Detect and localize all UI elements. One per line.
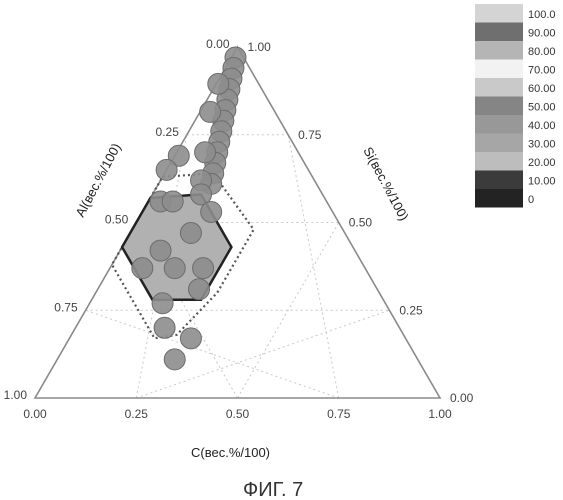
- legend-swatch-6: [475, 115, 523, 134]
- legend-label-4: 60.00: [528, 83, 556, 95]
- data-point-15: [195, 142, 216, 163]
- tick-label-si-3: 0.25: [399, 303, 423, 317]
- legend-label-8: 20.00: [528, 157, 556, 169]
- legend-swatch-4: [475, 78, 523, 97]
- tick-label-c-1: 0.25: [125, 407, 149, 421]
- tick-label-c-4: 1.00: [428, 407, 452, 421]
- legend-swatch-9: [475, 171, 523, 190]
- tick-label-al-3: 0.75: [54, 300, 78, 314]
- legend-label-6: 40.00: [528, 120, 556, 132]
- legend-label-7: 30.00: [528, 139, 556, 151]
- data-point-14: [200, 101, 221, 122]
- tick-label-al-4: 1.00: [4, 388, 28, 402]
- axis-title-c: C(вес.%/100): [191, 445, 270, 460]
- tick-label-c-3: 0.75: [327, 407, 351, 421]
- tick-label-al-0: 0.00: [206, 37, 230, 51]
- tick-label-al-1: 0.25: [156, 125, 180, 139]
- data-point-20: [162, 191, 183, 212]
- data-point-30: [180, 328, 201, 349]
- data-point-26: [164, 258, 185, 279]
- tick-label-si-2: 0.50: [349, 216, 373, 230]
- axis-title-si: Si(вес.%/100): [360, 144, 411, 223]
- axis-title-al: Al(вес.%/100): [72, 141, 123, 220]
- legend-label-2: 80.00: [528, 46, 556, 58]
- legend-swatch-10: [475, 189, 523, 208]
- data-point-29: [152, 293, 173, 314]
- grid-layer: [86, 135, 390, 398]
- data-point-23: [201, 201, 222, 222]
- legend-swatch-1: [475, 23, 523, 42]
- data-point-28: [132, 258, 153, 279]
- legend-swatch-0: [475, 4, 523, 23]
- legend-label-10: 0: [528, 194, 534, 206]
- legend-label-5: 50.00: [528, 102, 556, 114]
- data-point-25: [150, 240, 171, 261]
- data-point-22: [180, 223, 201, 244]
- legend-label-1: 90.00: [528, 28, 556, 40]
- legend-label-9: 10.00: [528, 176, 556, 188]
- data-point-32: [164, 349, 185, 370]
- legend-swatch-7: [475, 134, 523, 153]
- color-legend: 100.0 90.00 80.00 70.00 60.00 50.00 40.00 30.00…: [475, 4, 556, 208]
- legend-label-0: 100.0: [528, 9, 556, 21]
- legend-swatch-3: [475, 60, 523, 79]
- figure-caption: ФИГ. 7: [243, 479, 303, 500]
- tick-label-si-0: 1.00: [248, 40, 272, 54]
- grid-line-b-1: [238, 223, 339, 399]
- data-point-24: [193, 258, 214, 279]
- tick-label-al-2: 0.50: [105, 213, 129, 227]
- data-point-18: [156, 159, 177, 180]
- tick-label-si-4: 0.00: [450, 391, 474, 405]
- tick-label-c-2: 0.50: [226, 407, 250, 421]
- data-point-31: [154, 317, 175, 338]
- tick-label-si-1: 0.75: [298, 128, 322, 142]
- data-point-27: [189, 279, 210, 300]
- legend-swatch-2: [475, 41, 523, 60]
- tick-label-c-0: 0.00: [23, 407, 47, 421]
- legend-swatch-8: [475, 152, 523, 171]
- legend-label-3: 70.00: [528, 65, 556, 77]
- data-point-13: [208, 73, 229, 94]
- legend-swatch-5: [475, 97, 523, 116]
